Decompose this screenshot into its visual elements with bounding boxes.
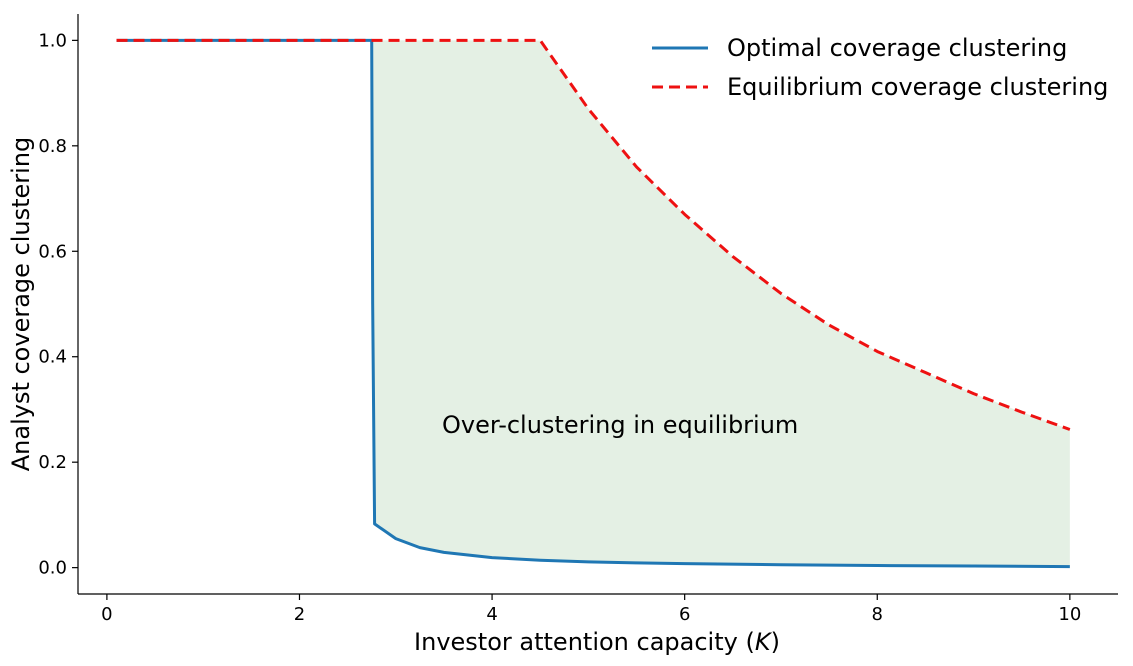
- legend-label-equilibrium: Equilibrium coverage clustering: [727, 73, 1108, 101]
- legend-label-optimal: Optimal coverage clustering: [727, 34, 1067, 62]
- x-axis-title: Investor attention capacity (K): [414, 628, 780, 656]
- y-tick-label: 0.8: [38, 136, 67, 157]
- x-tick-label: 4: [486, 604, 497, 625]
- x-tick-label: 6: [679, 604, 690, 625]
- y-tick-label: 0.0: [38, 558, 67, 579]
- x-tick-label: 0: [101, 604, 112, 625]
- fill-region-group: [371, 40, 1070, 567]
- series-group: [116, 38, 1071, 569]
- annotation-label: Over-clustering in equilibrium: [442, 411, 798, 439]
- over-clustering-region: [371, 40, 1070, 567]
- optimal-coverage-line: [116, 38, 1070, 569]
- x-tick-label: 8: [872, 604, 883, 625]
- axes-group: [77, 14, 1118, 595]
- y-tick-label: 0.2: [38, 452, 67, 473]
- y-tick-label: 0.6: [38, 241, 67, 262]
- y-ticks-group: 0.0 0.2 0.4 0.6 0.8 1.0: [38, 30, 78, 579]
- x-tick-label: 2: [294, 604, 305, 625]
- x-tick-label: 10: [1058, 604, 1081, 625]
- equilibrium-coverage-line: [116, 38, 1071, 431]
- x-ticks-group: 0 2 4 6 8 10: [101, 594, 1081, 625]
- y-axis-title: Analyst coverage clustering: [7, 137, 35, 472]
- y-tick-label: 0.4: [38, 347, 67, 368]
- legend: Optimal coverage clustering Equilibrium …: [652, 34, 1108, 101]
- y-tick-label: 1.0: [38, 30, 67, 51]
